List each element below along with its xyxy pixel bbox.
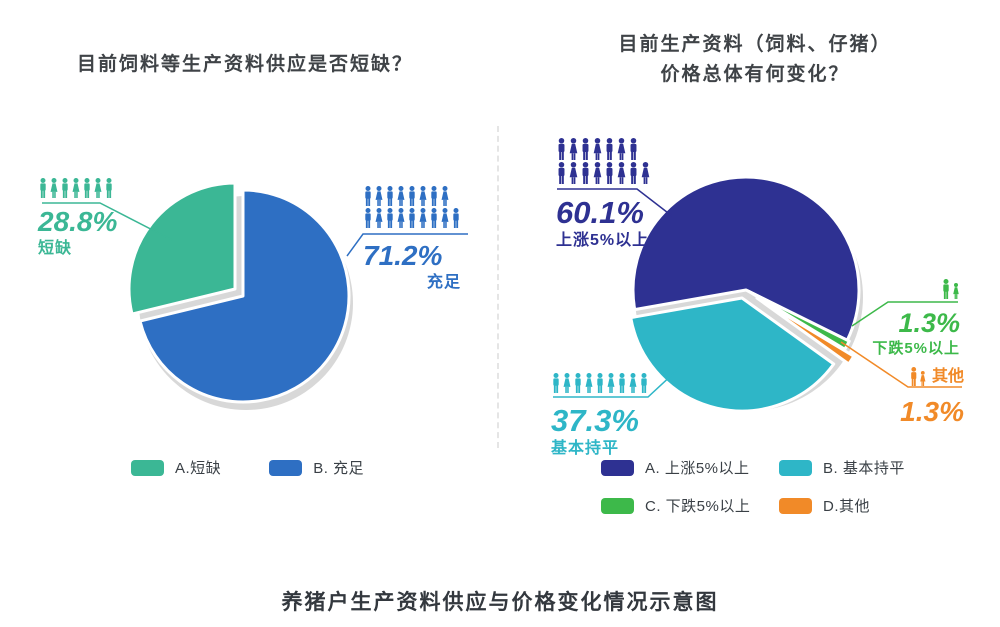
figure-title: 养猪户生产资料供应与价格变化情况示意图 (281, 591, 719, 614)
flat-legend-label: B. 基本持平 (823, 460, 905, 477)
down-legend-swatch (601, 497, 634, 514)
sufficient-percent: 71.2% (363, 240, 443, 271)
flat-people-icons (551, 373, 649, 393)
shortage-legend-swatch (131, 459, 164, 476)
down-percent: 1.3% (898, 308, 960, 338)
flat-callout-connector (553, 359, 689, 398)
up-percent: 60.1% (556, 195, 644, 230)
shortage-label: 短缺 (38, 240, 73, 257)
legend-item-up: A. 上涨5%以上 (601, 457, 779, 478)
right-chart-title: 目前生产资料（饲料、仔猪） 价格总体有何变化？ (555, 30, 955, 90)
up-legend-label: A. 上涨5%以上 (645, 460, 750, 477)
panel-divider (497, 126, 499, 448)
supply-pie-chart (127, 181, 353, 410)
other-people-icons (909, 367, 927, 386)
up-callout-connector (557, 188, 673, 217)
down-callout-connector (851, 301, 958, 327)
shortage-legend-label: A.短缺 (175, 460, 222, 477)
up-legend-swatch (601, 459, 634, 476)
sufficient-legend-swatch (269, 459, 303, 476)
other-label: 其他 (931, 368, 964, 385)
sufficient-people-icons-row2 (363, 208, 461, 228)
sufficient-people-icons-row1 (363, 186, 461, 206)
sufficient-callout-connector (346, 233, 468, 257)
other-callout: 其他 1.3% (880, 362, 964, 426)
price-legend: A. 上涨5%以上 B. 基本持平 C. 下跌5%以上 D.其他 (601, 457, 905, 516)
flat-percent: 37.3% (551, 403, 639, 438)
legend-item-down: C. 下跌5%以上 (601, 495, 779, 516)
right-chart-title-line2: 价格总体有何变化？ (660, 64, 850, 85)
pie-slice-flat (629, 296, 836, 413)
other-callout-connector (840, 341, 962, 388)
pie-slice-up-over-5pct (631, 175, 861, 342)
sufficient-legend-label: B. 充足 (313, 460, 365, 477)
up-callout: 60.1% 上涨5%以上 (556, 138, 651, 250)
legend-item-flat: B. 基本持平 (779, 457, 905, 478)
right-chart-title-line1: 目前生产资料（饲料、仔猪） (618, 34, 892, 55)
up-people-icons-row1 (556, 138, 651, 160)
supply-legend: A.短缺 B. 充足 (131, 457, 364, 478)
legend-item-sufficient: B. 充足 (269, 457, 364, 478)
shortage-callout-connector (42, 202, 173, 241)
down-label: 下跌5%以上 (872, 340, 960, 357)
down-callout: 1.3% 下跌5%以上 (872, 279, 960, 358)
other-legend-swatch (779, 497, 812, 514)
other-percent: 1.3% (900, 396, 964, 427)
shortage-callout: 28.8% 短缺 (38, 178, 117, 258)
other-legend-label: D.其他 (823, 498, 871, 515)
down-people-icons (941, 279, 960, 299)
sufficient-callout: 71.2% 充足 (363, 186, 461, 292)
flat-callout: 37.3% 基本持平 (551, 373, 649, 458)
pie-slice-shortage (127, 181, 237, 316)
shortage-percent: 28.8% (38, 206, 118, 237)
shortage-people-icons (38, 178, 117, 198)
legend-item-shortage: A.短缺 (131, 457, 221, 478)
sufficient-label: 充足 (426, 274, 461, 291)
flat-legend-swatch (779, 459, 812, 476)
pie-slice-sufficient (138, 188, 351, 404)
down-legend-label: C. 下跌5%以上 (645, 498, 751, 515)
legend-item-other: D.其他 (779, 495, 905, 516)
flat-label: 基本持平 (551, 440, 620, 457)
left-chart-title: 目前饲料等生产资料供应是否短缺？ (76, 54, 413, 75)
price-pie-chart (629, 175, 863, 413)
pie-slice-other (755, 296, 856, 366)
up-people-icons-row2 (556, 162, 651, 184)
up-label: 上涨5%以上 (556, 232, 650, 249)
